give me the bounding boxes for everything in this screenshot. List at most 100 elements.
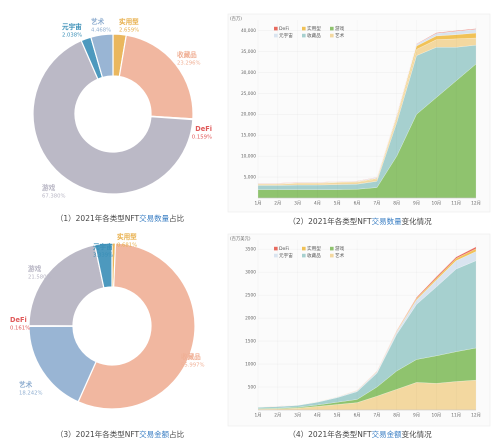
x-tick-label: 1月 (254, 413, 261, 419)
pie-slice-pct: 18.242% (19, 391, 43, 397)
x-tick-label: 7月 (373, 413, 380, 419)
x-tick-label: 5月 (334, 413, 341, 419)
x-tick-label: 12月 (471, 413, 481, 419)
y-tick-label: 2500 (245, 293, 256, 299)
pie-amount-caption: （3）2021年各类型NFT交易金额占比 (55, 430, 185, 439)
pie-slice-name: 元宇宙 (62, 22, 82, 31)
legend-label: 游戏 (335, 25, 345, 32)
area-count-chart: 5,000 10,000 15,000 20,000 25,000 30,000 35,00… (227, 13, 491, 213)
pie-slice-pct: 55.997% (181, 363, 205, 369)
pie-slice (118, 34, 194, 120)
legend-label: 收藏品 (307, 32, 321, 39)
legend-swatch (302, 26, 306, 31)
area-count-panel: 5,000 10,000 15,000 20,000 25,000 30,000 35,00… (227, 6, 492, 226)
legend-label: 实用型 (307, 245, 321, 252)
pie-amount-panel: 实用型 0.681% 收藏品 55.997% 艺术 18.242% DeFi 0.161% 游戏… (0, 226, 240, 442)
x-tick-label: 7月 (373, 201, 380, 207)
y-tick-label: 2000 (245, 316, 256, 322)
x-tick-label: 3月 (294, 413, 301, 419)
pie-slice-pct: 0.681% (117, 243, 137, 249)
x-tick-label: 11月 (451, 201, 461, 207)
pie-amount-chart: 实用型 0.681% 收藏品 55.997% 艺术 18.242% DeFi 0.161% 游戏… (10, 232, 205, 410)
pie-slice (77, 242, 196, 410)
y-tick-label: 20,000 (241, 112, 256, 118)
y-axis-unit: (百万) (230, 16, 242, 22)
area-series (257, 246, 477, 408)
x-tick-label: 6月 (354, 201, 361, 207)
y-tick-label: 25,000 (241, 91, 256, 97)
x-tick-label: 4月 (314, 413, 321, 419)
pie-slice-name: 收藏品 (177, 50, 197, 59)
legend-swatch (330, 246, 334, 251)
x-tick-label: 6月 (354, 413, 361, 419)
x-tick-label: 12月 (471, 201, 481, 207)
legend-swatch (302, 33, 306, 38)
area-amount-caption: （4）2021年各类型NFT交易金额变化情况 (288, 430, 432, 439)
pie-slice-pct: 2.659% (119, 28, 139, 34)
pie-slice-pct: 0.159% (192, 135, 212, 141)
y-tick-label: 3000 (245, 270, 256, 276)
x-tick-label: 1月 (254, 201, 261, 207)
x-tick-label: 2月 (274, 201, 281, 207)
pie-slice-name: 收藏品 (181, 352, 201, 361)
legend-swatch (302, 253, 306, 258)
area-amount-chart: 500 1000 1500 2000 2500 3000 3500 (百万美元) 1月 2月 3月 4… (227, 233, 491, 427)
legend-label: DeFi (279, 26, 289, 32)
pie-slice-pct: 21.580% (28, 275, 52, 281)
pie-slice-name: 元宇宙 (93, 242, 113, 251)
pie-slice-pct: 0.161% (10, 326, 30, 332)
pie-slice-name: 艺术 (19, 380, 33, 389)
pie-slice-name: 艺术 (91, 17, 105, 26)
x-tick-label: 9月 (413, 413, 420, 419)
y-tick-label: 1000 (245, 362, 256, 368)
pie-slice (32, 39, 194, 195)
x-tick-label: 8月 (393, 201, 400, 207)
x-tick-label: 10月 (431, 413, 441, 419)
pie-slice-pct: 2.038% (62, 33, 82, 39)
x-tick-label: 5月 (334, 201, 341, 207)
legend-swatch (274, 33, 278, 38)
pie-slice (90, 33, 114, 79)
area-count-caption: （2）2021年各类型NFT交易数量变化情况 (288, 217, 432, 226)
pie-slice-pct: 4.468% (91, 28, 111, 34)
legend-label: 元宇宙 (279, 252, 293, 259)
pie-slice-name: 游戏 (42, 183, 56, 192)
legend-label: 实用型 (307, 25, 321, 32)
legend-label: 艺术 (335, 252, 345, 259)
legend-swatch (274, 253, 278, 258)
pie-count-panel: 实用型 2.659% 收藏品 23.296% DeFi 0.159% 游戏 67.380% 元宇… (0, 0, 240, 223)
area-series (257, 28, 477, 184)
y-tick-label: 15,000 (241, 133, 256, 139)
y-tick-label: 3500 (245, 247, 256, 253)
legend-swatch (274, 26, 278, 31)
y-axis-unit: (百万美元) (230, 235, 251, 242)
x-tick-label: 3月 (294, 201, 301, 207)
pie-slice-name: 游戏 (28, 264, 42, 273)
x-tick-label: 4月 (314, 201, 321, 207)
legend-swatch (274, 246, 278, 251)
legend-label: 艺术 (335, 32, 345, 39)
pie-slice-pct: 23.296% (177, 61, 201, 67)
pie-slice-pct: 3.339% (93, 253, 113, 259)
legend-swatch (330, 26, 334, 31)
y-tick-label: 5,000 (244, 175, 257, 181)
pie-slice (94, 242, 113, 289)
pie-slice-name: DeFi (10, 316, 27, 324)
pie-slice-name: DeFi (195, 125, 212, 133)
pie-slice-pct: 67.380% (42, 194, 66, 200)
pie-count-chart: 实用型 2.659% 收藏品 23.296% DeFi 0.159% 游戏 67.380% 元宇… (32, 17, 212, 200)
x-tick-label: 2月 (274, 413, 281, 419)
legend-label: DeFi (279, 246, 289, 252)
y-tick-label: 30,000 (241, 70, 256, 76)
pie-count-caption: （1）2021年各类型NFT交易数量占比 (55, 214, 185, 223)
legend-swatch (330, 33, 334, 38)
x-tick-label: 9月 (413, 201, 420, 207)
pie-slice-name: 实用型 (119, 17, 139, 26)
y-tick-label: 500 (248, 385, 256, 391)
legend-label: 收藏品 (307, 252, 321, 259)
legend-label: 游戏 (335, 245, 345, 252)
legend-swatch (330, 253, 334, 258)
x-tick-label: 8月 (393, 413, 400, 419)
x-tick-label: 11月 (451, 413, 461, 419)
legend-label: 元宇宙 (279, 32, 293, 39)
